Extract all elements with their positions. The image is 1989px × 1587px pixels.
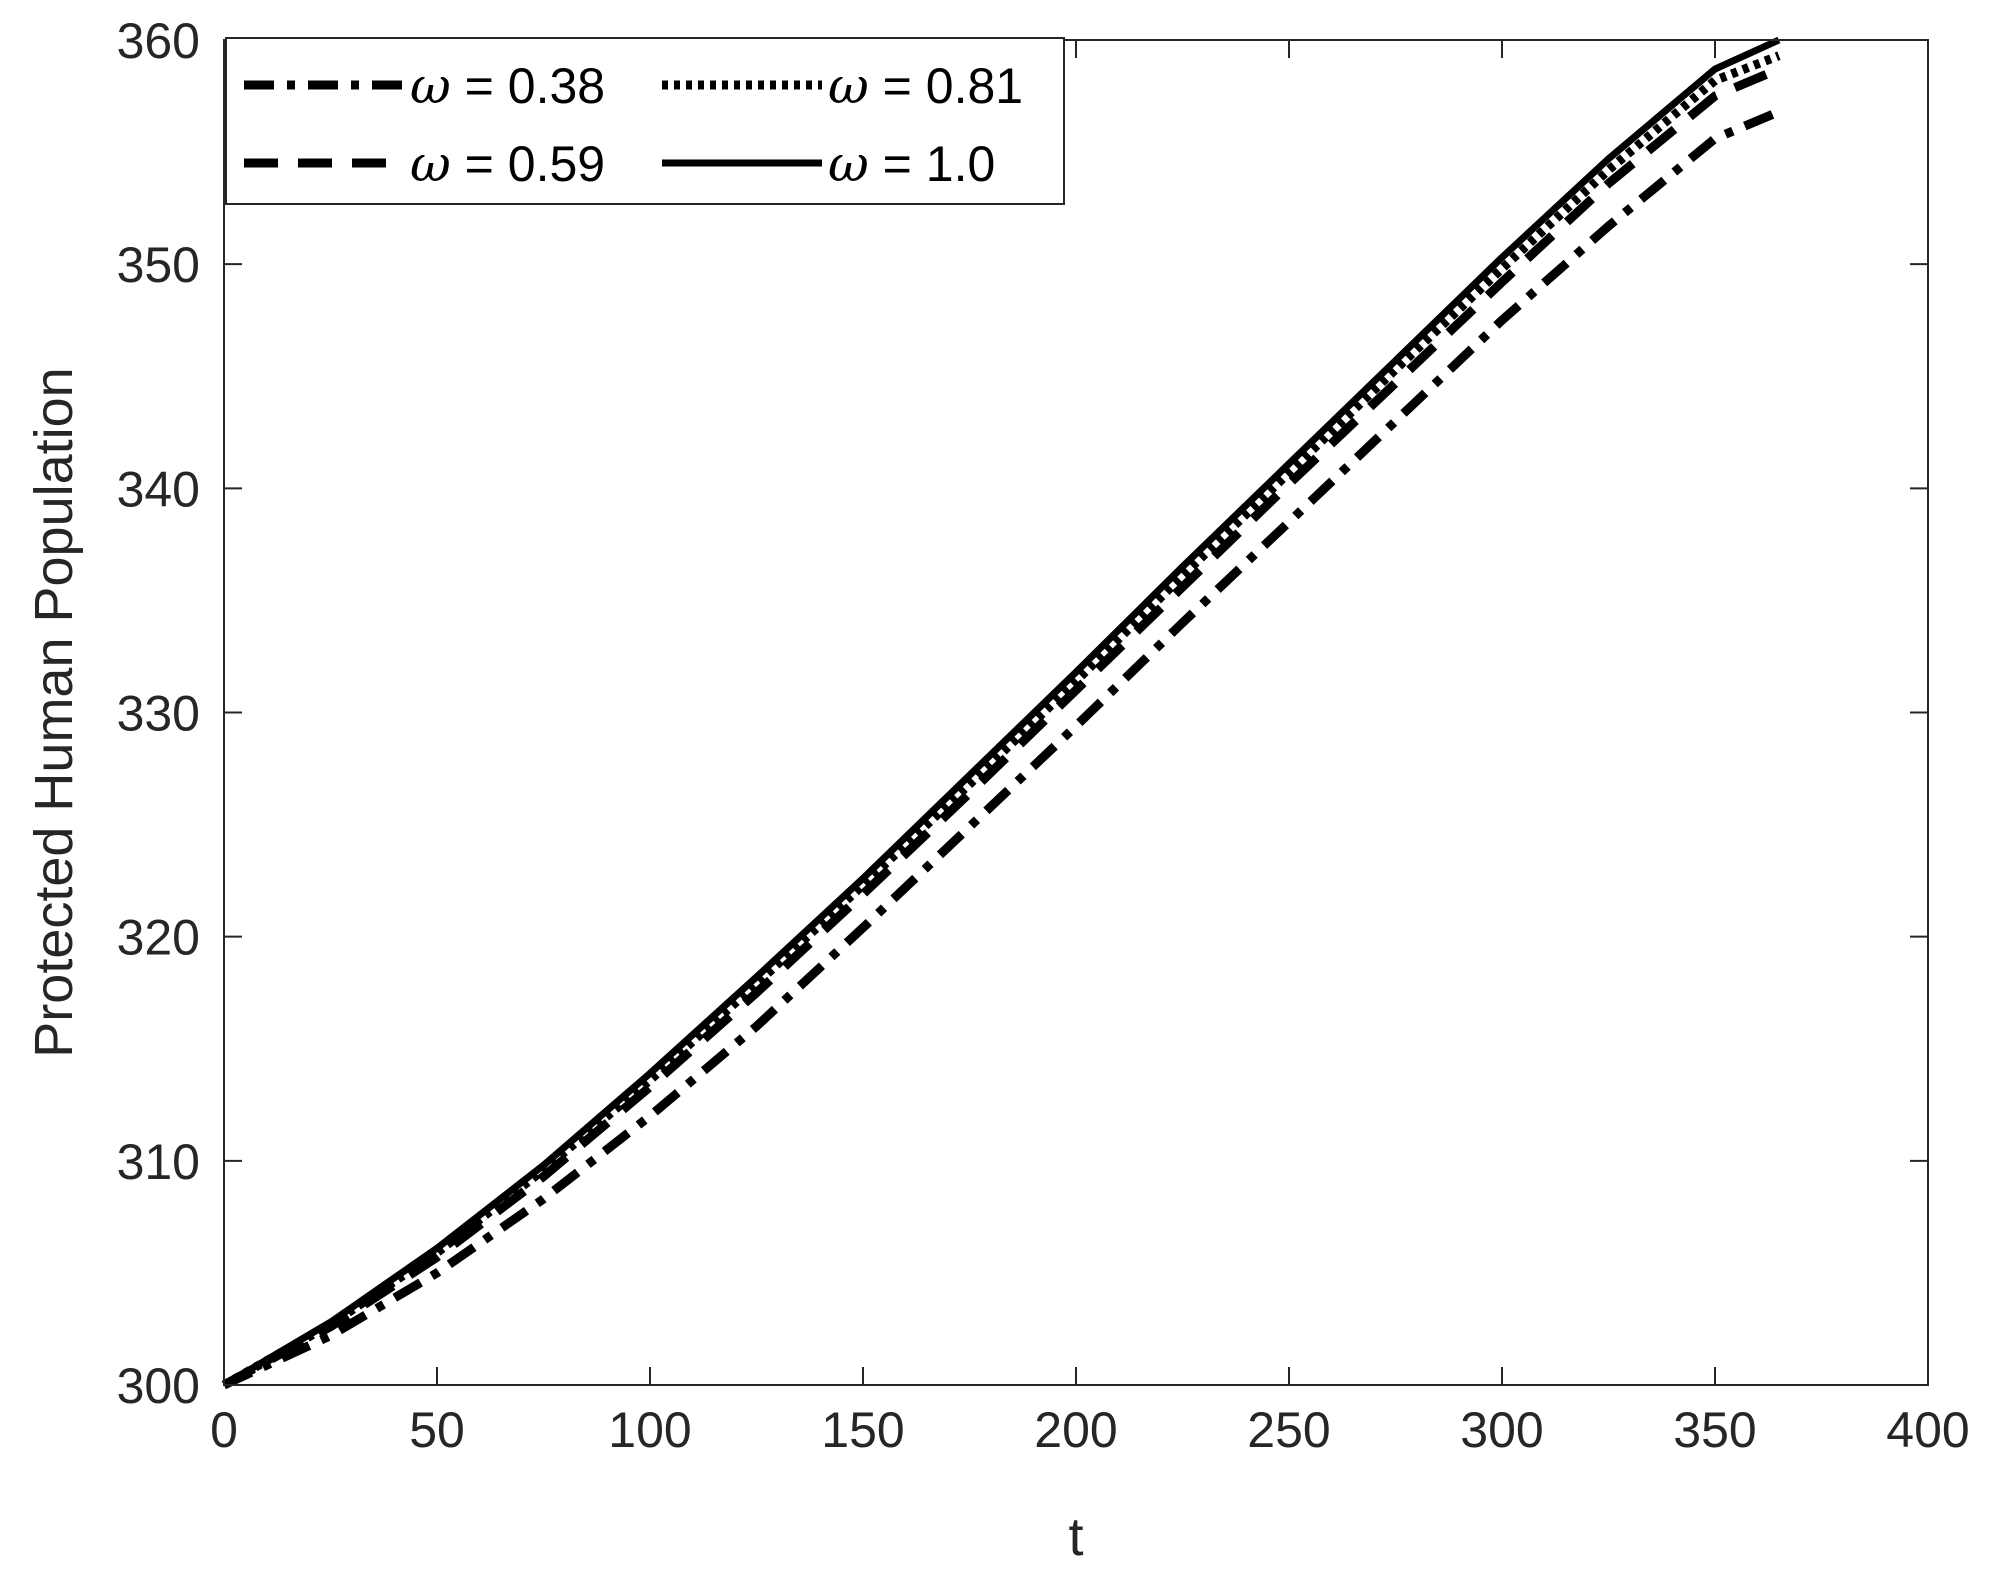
x-tick-label: 100 — [608, 1402, 691, 1458]
y-tick-label: 340 — [117, 461, 200, 517]
legend: ω = 0.38 ω = 0.59 ω = 0.81 ω = 1.0 — [225, 37, 1065, 205]
series-layer — [221, 36, 1781, 1390]
y-axis-label: Protected Human Population — [24, 367, 84, 1057]
x-tick-label: 200 — [1034, 1402, 1117, 1458]
x-tick-label: 300 — [1460, 1402, 1543, 1458]
y-tick-label: 310 — [117, 1134, 200, 1190]
x-tick-label: 150 — [821, 1402, 904, 1458]
legend-label-4: ω = 1.0 — [828, 135, 995, 193]
y-tick-label: 350 — [117, 237, 200, 293]
series-line-3 — [221, 51, 1781, 1389]
y-tick-label: 330 — [117, 686, 200, 742]
y-tick-label: 360 — [117, 13, 200, 69]
legend-label-1: ω = 0.38 — [410, 57, 605, 115]
legend-box — [225, 37, 1065, 205]
legend-label-3: ω = 0.81 — [828, 57, 1023, 115]
series-line-2 — [221, 64, 1781, 1389]
x-tick-label: 50 — [409, 1402, 465, 1458]
x-tick-label: 250 — [1247, 1402, 1330, 1458]
x-tick-label: 350 — [1673, 1402, 1756, 1458]
y-tick-label: 320 — [117, 910, 200, 966]
axes: 0 50 100 150 200 250 300 350 400 300 310 320 330 340 3… — [117, 13, 1970, 1458]
series-line-4 — [222, 36, 1781, 1389]
x-tick-label: 0 — [210, 1402, 238, 1458]
x-axis-label: t — [1068, 1507, 1083, 1567]
series-line-1 — [222, 107, 1781, 1390]
x-tick-label: 400 — [1886, 1402, 1969, 1458]
legend-label-2: ω = 0.59 — [410, 135, 605, 193]
y-tick-label: 300 — [117, 1358, 200, 1414]
